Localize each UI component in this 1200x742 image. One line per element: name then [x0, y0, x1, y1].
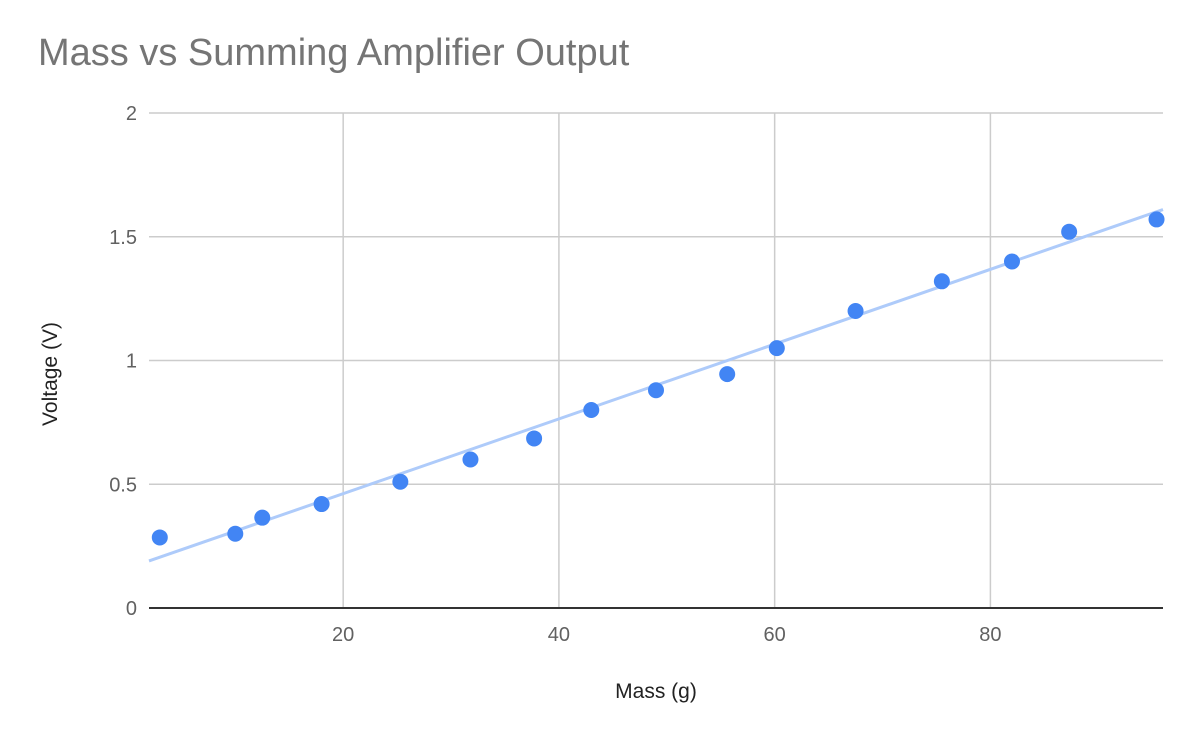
- data-point: [583, 402, 600, 418]
- gridlines: [149, 112, 1163, 608]
- data-point: [227, 525, 244, 542]
- x-axis-title: Mass (g): [615, 680, 697, 703]
- chart-title: Mass vs Summing Amplifier Output: [38, 32, 630, 74]
- data-point: [462, 451, 479, 468]
- data-point: [526, 430, 543, 447]
- data-point: [933, 273, 950, 290]
- data-point: [1061, 223, 1078, 240]
- x-tick-label: 80: [979, 624, 1001, 646]
- data-point: [648, 382, 664, 399]
- y-tick-label: 1: [126, 351, 137, 373]
- y-tick-label: 2: [126, 103, 137, 125]
- data-point: [847, 303, 864, 319]
- data-point: [392, 473, 409, 490]
- y-tick-label: 0: [126, 598, 137, 620]
- x-tick-label: 40: [548, 624, 570, 646]
- data-point: [768, 340, 785, 357]
- data-point: [1003, 253, 1020, 270]
- y-tick-labels: 0 0.5 1 1.5 2: [109, 103, 137, 620]
- x-tick-label: 20: [332, 624, 354, 646]
- data-point: [1148, 211, 1165, 228]
- data-point: [254, 509, 271, 526]
- y-axis-title: Voltage (V): [39, 322, 62, 426]
- data-point: [719, 366, 736, 383]
- data-point: [313, 496, 330, 513]
- y-tick-label: 0.5: [109, 474, 137, 496]
- x-tick-label: 60: [764, 624, 786, 646]
- data-points: [151, 211, 1165, 546]
- x-tick-labels: 20 40 60 80: [332, 624, 1001, 646]
- y-tick-label: 1.5: [109, 227, 137, 249]
- data-point: [151, 529, 168, 546]
